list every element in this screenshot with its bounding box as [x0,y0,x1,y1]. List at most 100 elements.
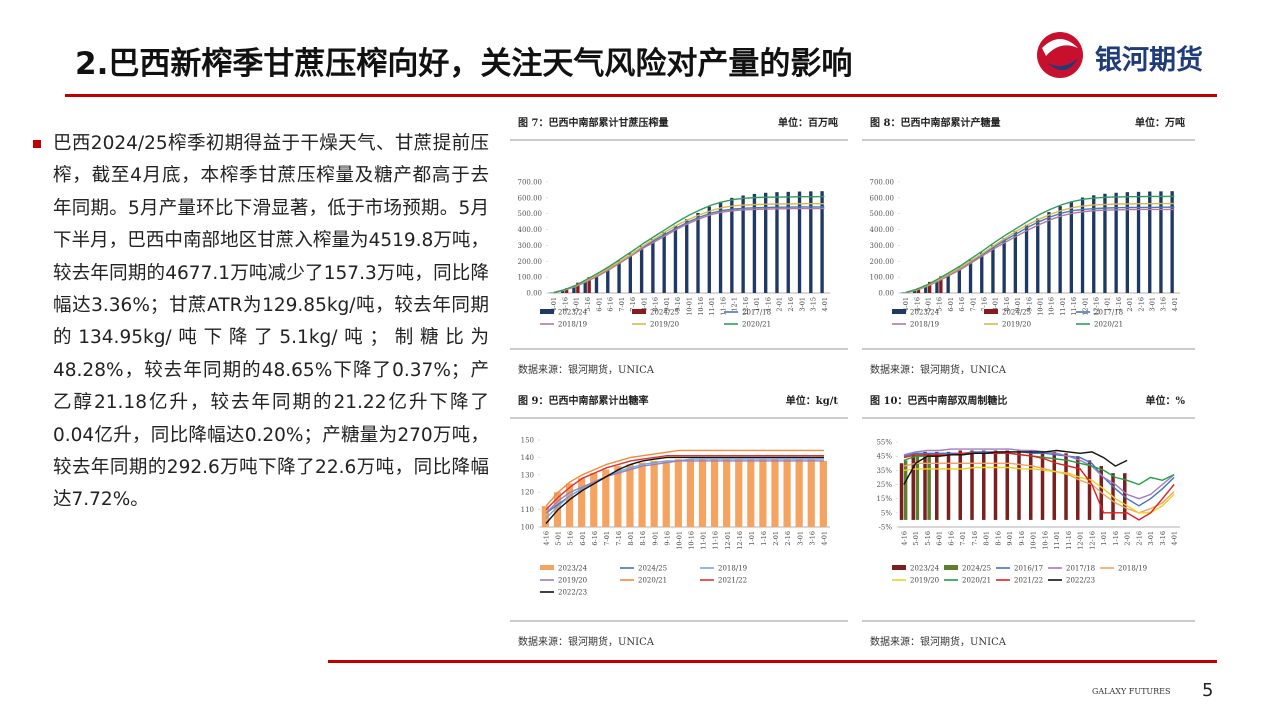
bar [982,450,986,520]
bar [915,456,920,520]
bar [1064,453,1068,520]
x-tick-label: 2-16 [1137,297,1145,312]
x-tick-label: 12-16 [742,297,750,316]
bar [927,453,931,520]
x-tick-label: 4-16 [900,531,908,546]
x-tick-label: 12-16 [736,531,744,550]
x-tick-label: 9-01 [1006,531,1014,546]
x-tick-label: 10-01 [1030,531,1038,550]
x-tick-label: 2-16 [1135,531,1143,546]
bar [578,478,586,527]
y-tick-label: 600.00 [518,194,543,202]
y-tick-label: 45% [876,453,892,461]
bar [1103,193,1107,293]
legend-swatch [540,309,554,314]
x-tick-label: 4-01 [1171,531,1179,546]
figure-unit: 单位：kg/t [786,394,839,407]
bar [958,450,963,520]
legend-swatch [892,309,906,314]
figure-title: 图 8：巴西中南部累计产糖量 [870,116,1000,129]
series-line [905,208,1175,294]
bar [771,459,779,527]
x-tick-label: 4-16 [543,531,551,546]
bar [820,191,824,293]
legend-label: 2022/23 [558,589,587,597]
series-line [903,462,1175,514]
x-tick-label: 11-16 [1070,297,1078,316]
bar [673,225,678,293]
legend-label: 2023/24 [910,565,940,573]
figure-source: 数据来源：银河期货，UNICA [518,363,655,376]
y-tick-label: -5% [879,524,893,532]
bar [735,459,743,527]
bar [993,450,998,520]
bar [759,459,767,527]
x-tick-label: 1-01 [1104,297,1112,312]
x-tick-label: 10-01 [686,297,694,316]
bar [614,466,622,527]
x-tick-label: 12-1 [731,297,739,312]
bar [809,191,813,293]
x-tick-label: 6-01 [595,297,603,312]
y-tick-label: 300.00 [518,242,543,250]
x-tick-label: 2-01 [776,297,784,312]
x-tick-label: 6-16 [607,297,615,312]
logo-icon [1037,32,1083,78]
header-rule [65,94,1217,97]
legend-label: 2018/19 [1118,565,1147,573]
legend-label: 2020/21 [638,577,667,585]
legend-swatch [540,565,554,570]
bar [696,212,700,293]
y-tick-label: 120 [521,489,534,497]
x-tick-label: 1-01 [1100,531,1108,546]
bar [1040,451,1045,520]
x-tick-label: 10-16 [1048,297,1056,316]
legend-swatch [892,565,906,570]
y-tick-label: 200.00 [518,258,543,266]
x-tick-label: 8-01 [992,297,1000,312]
bar [970,450,974,520]
x-tick-label: 5-01 [573,297,581,312]
y-tick-label: 25% [876,481,892,489]
x-tick-label: 12-16 [1093,297,1101,316]
bar [1005,450,1010,520]
page-number: 5 [1202,680,1213,701]
bar [899,463,904,520]
bar [698,459,707,527]
x-tick-label: 3-01 [1149,297,1157,312]
x-tick-label: 11-01 [708,297,716,316]
legend-label: 2017/18 [742,309,771,317]
series-line [545,458,824,519]
bar [924,285,928,293]
bar [651,239,655,293]
bar [946,273,950,293]
series-line [545,460,824,514]
x-tick-label: 5-16 [584,297,592,312]
x-tick-label: 1-16 [764,297,772,312]
x-tick-label: 7-01 [618,297,626,312]
x-tick-label: 1-16 [1112,531,1120,546]
x-tick-label: 6-01 [579,531,587,546]
x-tick-label: 7-16 [981,297,989,312]
x-tick-label: 7-16 [971,531,979,546]
bar [541,506,550,527]
bar [1170,191,1174,293]
x-tick-label: 11-16 [1065,531,1073,550]
bar [1087,460,1092,520]
bar [572,285,576,293]
y-tick-label: 35% [876,467,892,475]
x-tick-label: 10-01 [1037,297,1045,316]
y-tick-label: 300.00 [870,242,895,250]
legend-label: 2020/21 [1094,321,1123,329]
y-tick-label: 400.00 [518,226,543,234]
logo-text: 银河期货 [1095,45,1203,76]
bar [628,253,633,293]
figure-title: 图 10：巴西中南部双周制糖比 [870,394,1007,407]
y-tick-label: 700.00 [518,179,543,187]
bar [576,282,580,293]
bar [730,197,734,293]
x-tick-label: 6-16 [591,531,599,546]
bar [1159,191,1163,293]
x-tick-label: 5-01 [925,297,933,312]
